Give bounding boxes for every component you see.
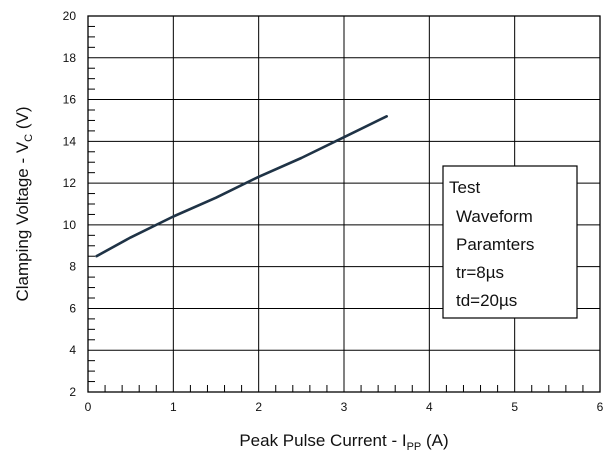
x-axis-title-unit: (A) (421, 431, 448, 450)
x-tick-label: 4 (426, 400, 433, 414)
x-tick-labels: 0 1 2 3 4 5 6 (85, 400, 604, 414)
test-waveform-note: Test Waveform Paramters tr=8µs td=20µs (442, 165, 578, 319)
y-axis-title: Clamping Voltage - VC (V) (13, 106, 35, 301)
note-line-2: Waveform (456, 207, 533, 226)
y-tick-label: 8 (69, 260, 76, 274)
y-tick-label: 20 (63, 9, 77, 23)
series-layer (95, 115, 389, 258)
y-axis-title-subscript: C (23, 134, 35, 142)
y-tick-label: 6 (69, 301, 76, 315)
x-axis-title-subscript: PP (407, 441, 422, 453)
note-line-4: tr=8µs (456, 263, 504, 282)
plot-frame (87, 15, 601, 393)
note-line-3: Paramters (456, 235, 534, 254)
y-tick-label: 4 (69, 343, 76, 357)
y-tick-label: 18 (63, 51, 77, 65)
x-tick-label: 0 (85, 400, 92, 414)
note-line-1: Test (449, 178, 480, 197)
x-tick-label: 1 (170, 400, 177, 414)
y-tick-label: 2 (69, 385, 76, 399)
y-tick-label: 12 (63, 176, 77, 190)
y-tick-label: 10 (63, 218, 77, 232)
note-line-5: td=20µs (456, 291, 517, 310)
x-tick-label: 5 (511, 400, 518, 414)
minor-ticks (88, 25, 584, 392)
x-tick-label: 6 (597, 400, 604, 414)
y-axis-title-unit: (V) (13, 106, 32, 133)
y-axis-title-main: Clamping Voltage - V (13, 141, 32, 301)
y-tick-label: 14 (63, 134, 77, 148)
x-axis-title-main: Peak Pulse Current - I (239, 431, 406, 450)
series-line (95, 115, 389, 258)
note-box (442, 165, 578, 319)
y-tick-label: 16 (63, 93, 77, 107)
x-tick-label: 3 (341, 400, 348, 414)
x-axis-title: Peak Pulse Current - IPP (A) (239, 431, 448, 453)
y-tick-labels: 2 4 6 8 10 12 14 16 18 20 (63, 9, 77, 399)
x-tick-label: 2 (255, 400, 262, 414)
